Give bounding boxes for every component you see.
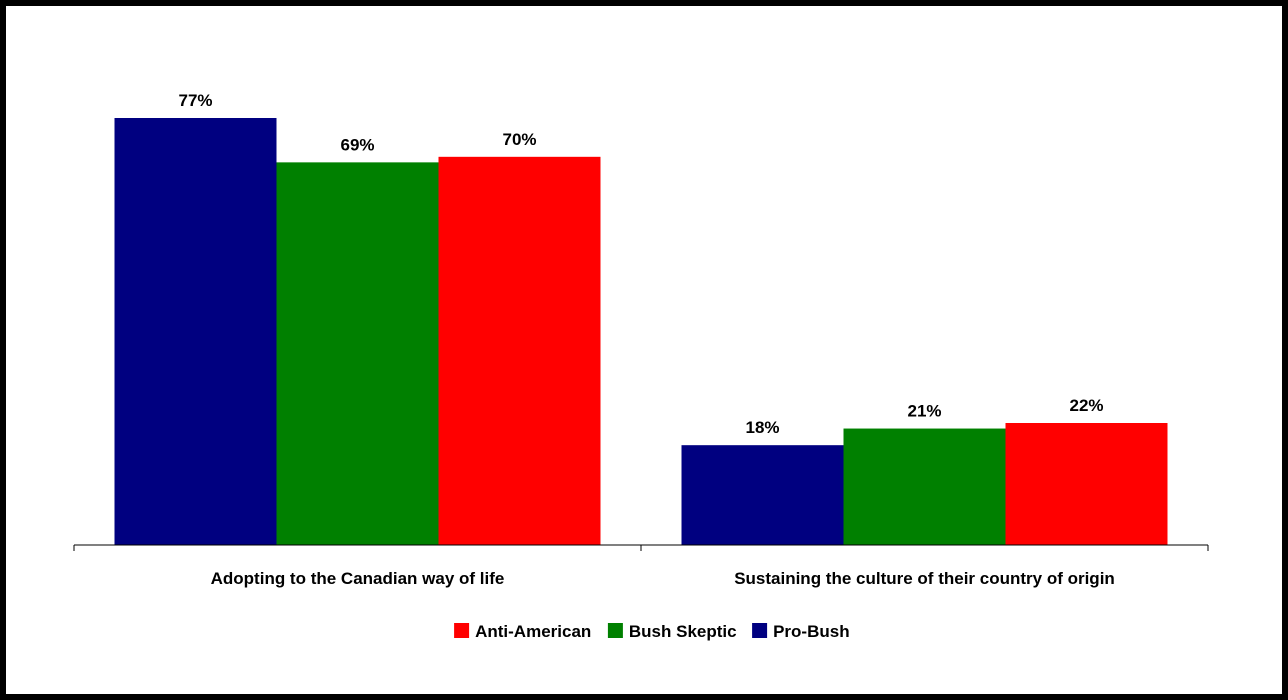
value-label: 70% [502, 130, 536, 149]
bar-anti-american-1 [438, 156, 601, 545]
value-labels-group: 77% 69% 70% 18% 21% 22% [178, 91, 1103, 437]
legend-label: Pro-Bush [773, 622, 850, 641]
bar-bush-skeptic-2 [843, 428, 1006, 545]
bars-group [114, 118, 1168, 545]
value-label: 21% [907, 402, 941, 421]
legend: Anti-American Bush Skeptic Pro-Bush [454, 622, 850, 641]
bar-bush-skeptic-1 [276, 162, 439, 545]
value-label: 77% [178, 91, 212, 110]
category-labels-group: Adopting to the Canadian way of life Sust… [211, 569, 1115, 588]
value-label: 18% [745, 418, 779, 437]
legend-label: Bush Skeptic [629, 622, 737, 641]
legend-swatch-anti-american [454, 623, 470, 638]
category-label: Adopting to the Canadian way of life [211, 569, 505, 588]
legend-swatch-bush-skeptic [607, 623, 623, 638]
legend-label: Anti-American [475, 622, 591, 641]
x-axis [73, 544, 1209, 551]
bar-anti-american-2 [1005, 423, 1168, 545]
bar-pro-bush-1 [114, 118, 277, 545]
value-label: 22% [1069, 396, 1103, 415]
category-label: Sustaining the culture of their country … [734, 569, 1115, 588]
bar-pro-bush-2 [681, 445, 844, 545]
value-label: 69% [340, 135, 374, 154]
legend-swatch-pro-bush [752, 623, 768, 638]
